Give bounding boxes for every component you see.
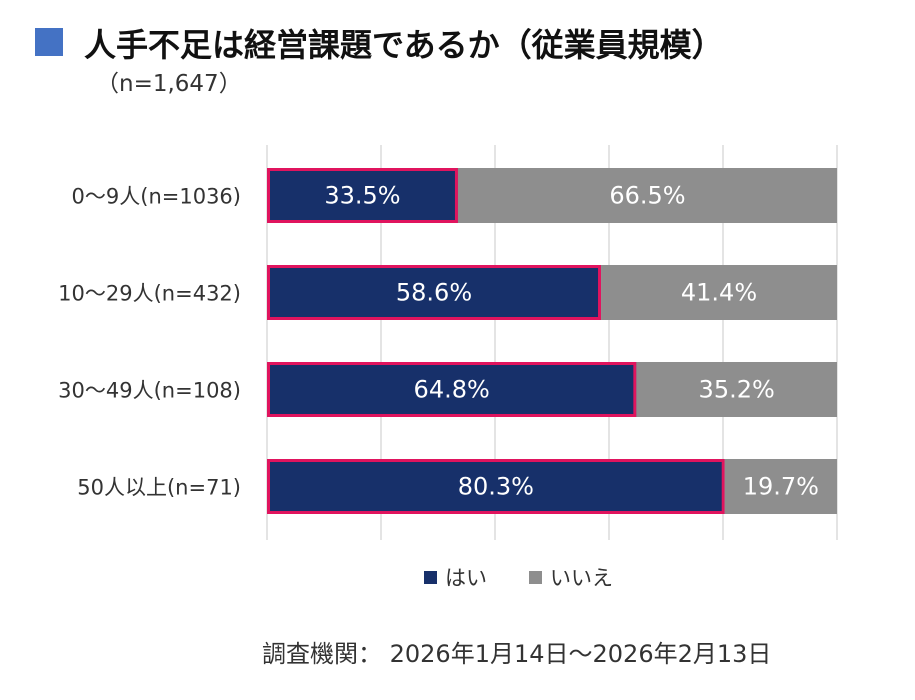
data-label-no-0: 66.5%	[609, 182, 685, 210]
bar-no-2	[636, 362, 837, 417]
data-label-yes-0: 33.5%	[324, 182, 400, 210]
bar-yes-0	[267, 168, 458, 223]
chart-subtitle: （n=1,647）	[96, 71, 242, 97]
category-label-3: 50人以上(n=71)	[77, 476, 241, 500]
bar-no-3	[724, 459, 837, 514]
legend-label-no: いいえ	[550, 566, 613, 590]
data-label-no-3: 19.7%	[743, 473, 819, 501]
category-label-0: 0～9人(n=1036)	[72, 185, 241, 209]
chart-title: 人手不足は経営課題であるか（従業員規模）	[84, 26, 724, 64]
survey-period: 調査機関： 2026年1月14日～2026年2月13日	[262, 640, 772, 668]
bar-yes-highlight-2	[267, 362, 637, 417]
legend-item-no: いいえ	[529, 562, 613, 592]
data-label-no-1: 41.4%	[681, 279, 757, 307]
bar-yes-highlight-3	[267, 459, 725, 514]
bar-yes-highlight-0	[267, 168, 458, 223]
data-label-yes-2: 64.8%	[414, 376, 490, 404]
bar-no-1	[601, 265, 837, 320]
data-label-yes-1: 58.6%	[396, 279, 472, 307]
bar-yes-1	[267, 265, 602, 320]
legend-swatch-yes	[424, 570, 437, 584]
bar-yes-2	[267, 362, 637, 417]
category-label-1: 10～29人(n=432)	[58, 282, 241, 306]
bars	[267, 168, 837, 514]
labels: 33.5% 66.5% 0～9人(n=1036) 58.6% 41.4% 10～29人(n…	[58, 182, 819, 501]
legend-swatch-no	[529, 570, 542, 584]
bar-yes-3	[267, 459, 725, 514]
category-label-2: 30～49人(n=108)	[58, 379, 241, 403]
bar-no-0	[457, 168, 837, 223]
legend-label-yes: はい	[445, 566, 487, 590]
legend-item-yes: はい	[424, 562, 487, 592]
bar-yes-highlight-1	[267, 265, 602, 320]
legend: はい いいえ	[424, 562, 655, 592]
title-marker-icon	[35, 28, 63, 56]
data-label-no-2: 35.2%	[699, 376, 775, 404]
data-label-yes-3: 80.3%	[458, 473, 534, 501]
